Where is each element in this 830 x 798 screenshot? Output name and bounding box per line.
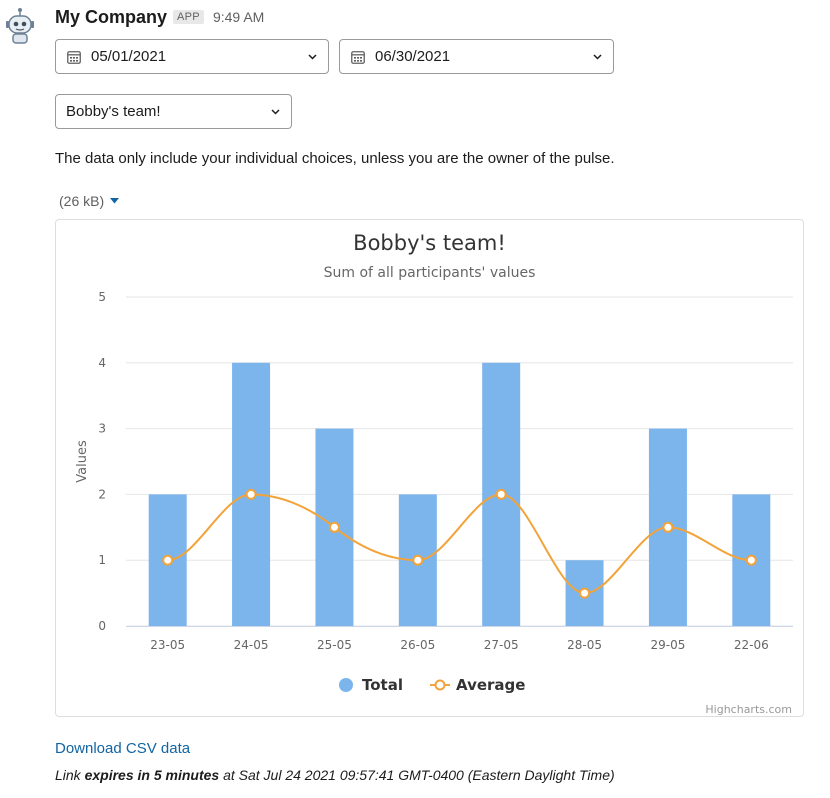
average-point-27-05 [495,488,507,500]
message-header: My Company APP 9:49 AM [55,5,264,29]
average-point-23-05 [162,554,174,566]
expiry-timestamp: at Sat Jul 24 2021 09:57:41 GMT-0400 (Ea… [219,767,615,783]
end-date-picker[interactable]: 06/30/2021 [339,39,614,74]
chart: Bobby's team! Sum of all participants' va… [75,231,793,716]
team-select[interactable]: Bobby's team! [55,94,292,129]
x-tick-label: 23-05 [150,638,185,652]
y-tick-label: 3 [98,422,106,436]
link-expiry-text: Link expires in 5 minutes at Sat Jul 24 … [55,767,615,783]
y-tick-label: 0 [98,619,106,633]
x-tick-label: 28-05 [567,638,602,652]
data-scope-note: The data only include your individual ch… [55,150,615,167]
team-select-value: Bobby's team! [66,103,161,120]
calendar-icon [67,50,81,64]
legend-average-symbol [434,679,446,691]
file-size: (26 kB) [59,193,105,209]
expiry-prefix: Link [55,767,85,783]
chevron-down-icon [308,54,317,60]
y-tick-label: 2 [98,487,106,501]
calendar-icon [351,50,365,64]
highcharts-credits: Highcharts.com [705,703,792,716]
start-date-picker[interactable]: 05/01/2021 [55,39,329,74]
expiry-duration: expires in 5 minutes [84,767,220,783]
caret-down-icon [110,198,120,204]
app-name[interactable]: My Company [55,6,168,27]
y-axis-title: Values [75,440,90,483]
x-tick-label: 26-05 [400,638,435,652]
x-tick-label: 27-05 [484,638,519,652]
end-date-value: 06/30/2021 [375,48,451,65]
message-time[interactable]: 9:49 AM [212,9,265,25]
x-tick-label: 29-05 [651,638,686,652]
legend-total-label: Total [362,676,403,694]
download-csv-link[interactable]: Download CSV data [55,740,191,757]
x-tick-label: 22-06 [734,638,769,652]
legend-average-label: Average [456,676,525,694]
y-tick-label: 4 [98,356,106,370]
bot-avatar-icon [6,8,34,44]
chart-title: Bobby's team! [353,231,506,255]
chart-container: Bobby's team! Sum of all participants' va… [55,219,804,717]
y-tick-label: 1 [98,553,106,567]
average-point-28-05 [579,587,591,599]
chevron-down-icon [593,54,602,60]
average-point-25-05 [328,521,340,533]
average-point-24-05 [245,488,257,500]
start-date-value: 05/01/2021 [91,48,167,65]
average-point-29-05 [662,521,674,533]
average-point-26-05 [412,554,424,566]
legend-total-symbol [339,678,353,692]
chart-subtitle: Sum of all participants' values [324,265,536,281]
x-tick-label: 24-05 [234,638,269,652]
y-tick-label: 5 [98,290,106,304]
attachment-toggle[interactable]: (26 kB) [59,193,120,209]
x-tick-label: 25-05 [317,638,352,652]
average-point-22-06 [745,554,757,566]
app-badge: APP [173,10,204,24]
chevron-down-icon [271,109,280,115]
